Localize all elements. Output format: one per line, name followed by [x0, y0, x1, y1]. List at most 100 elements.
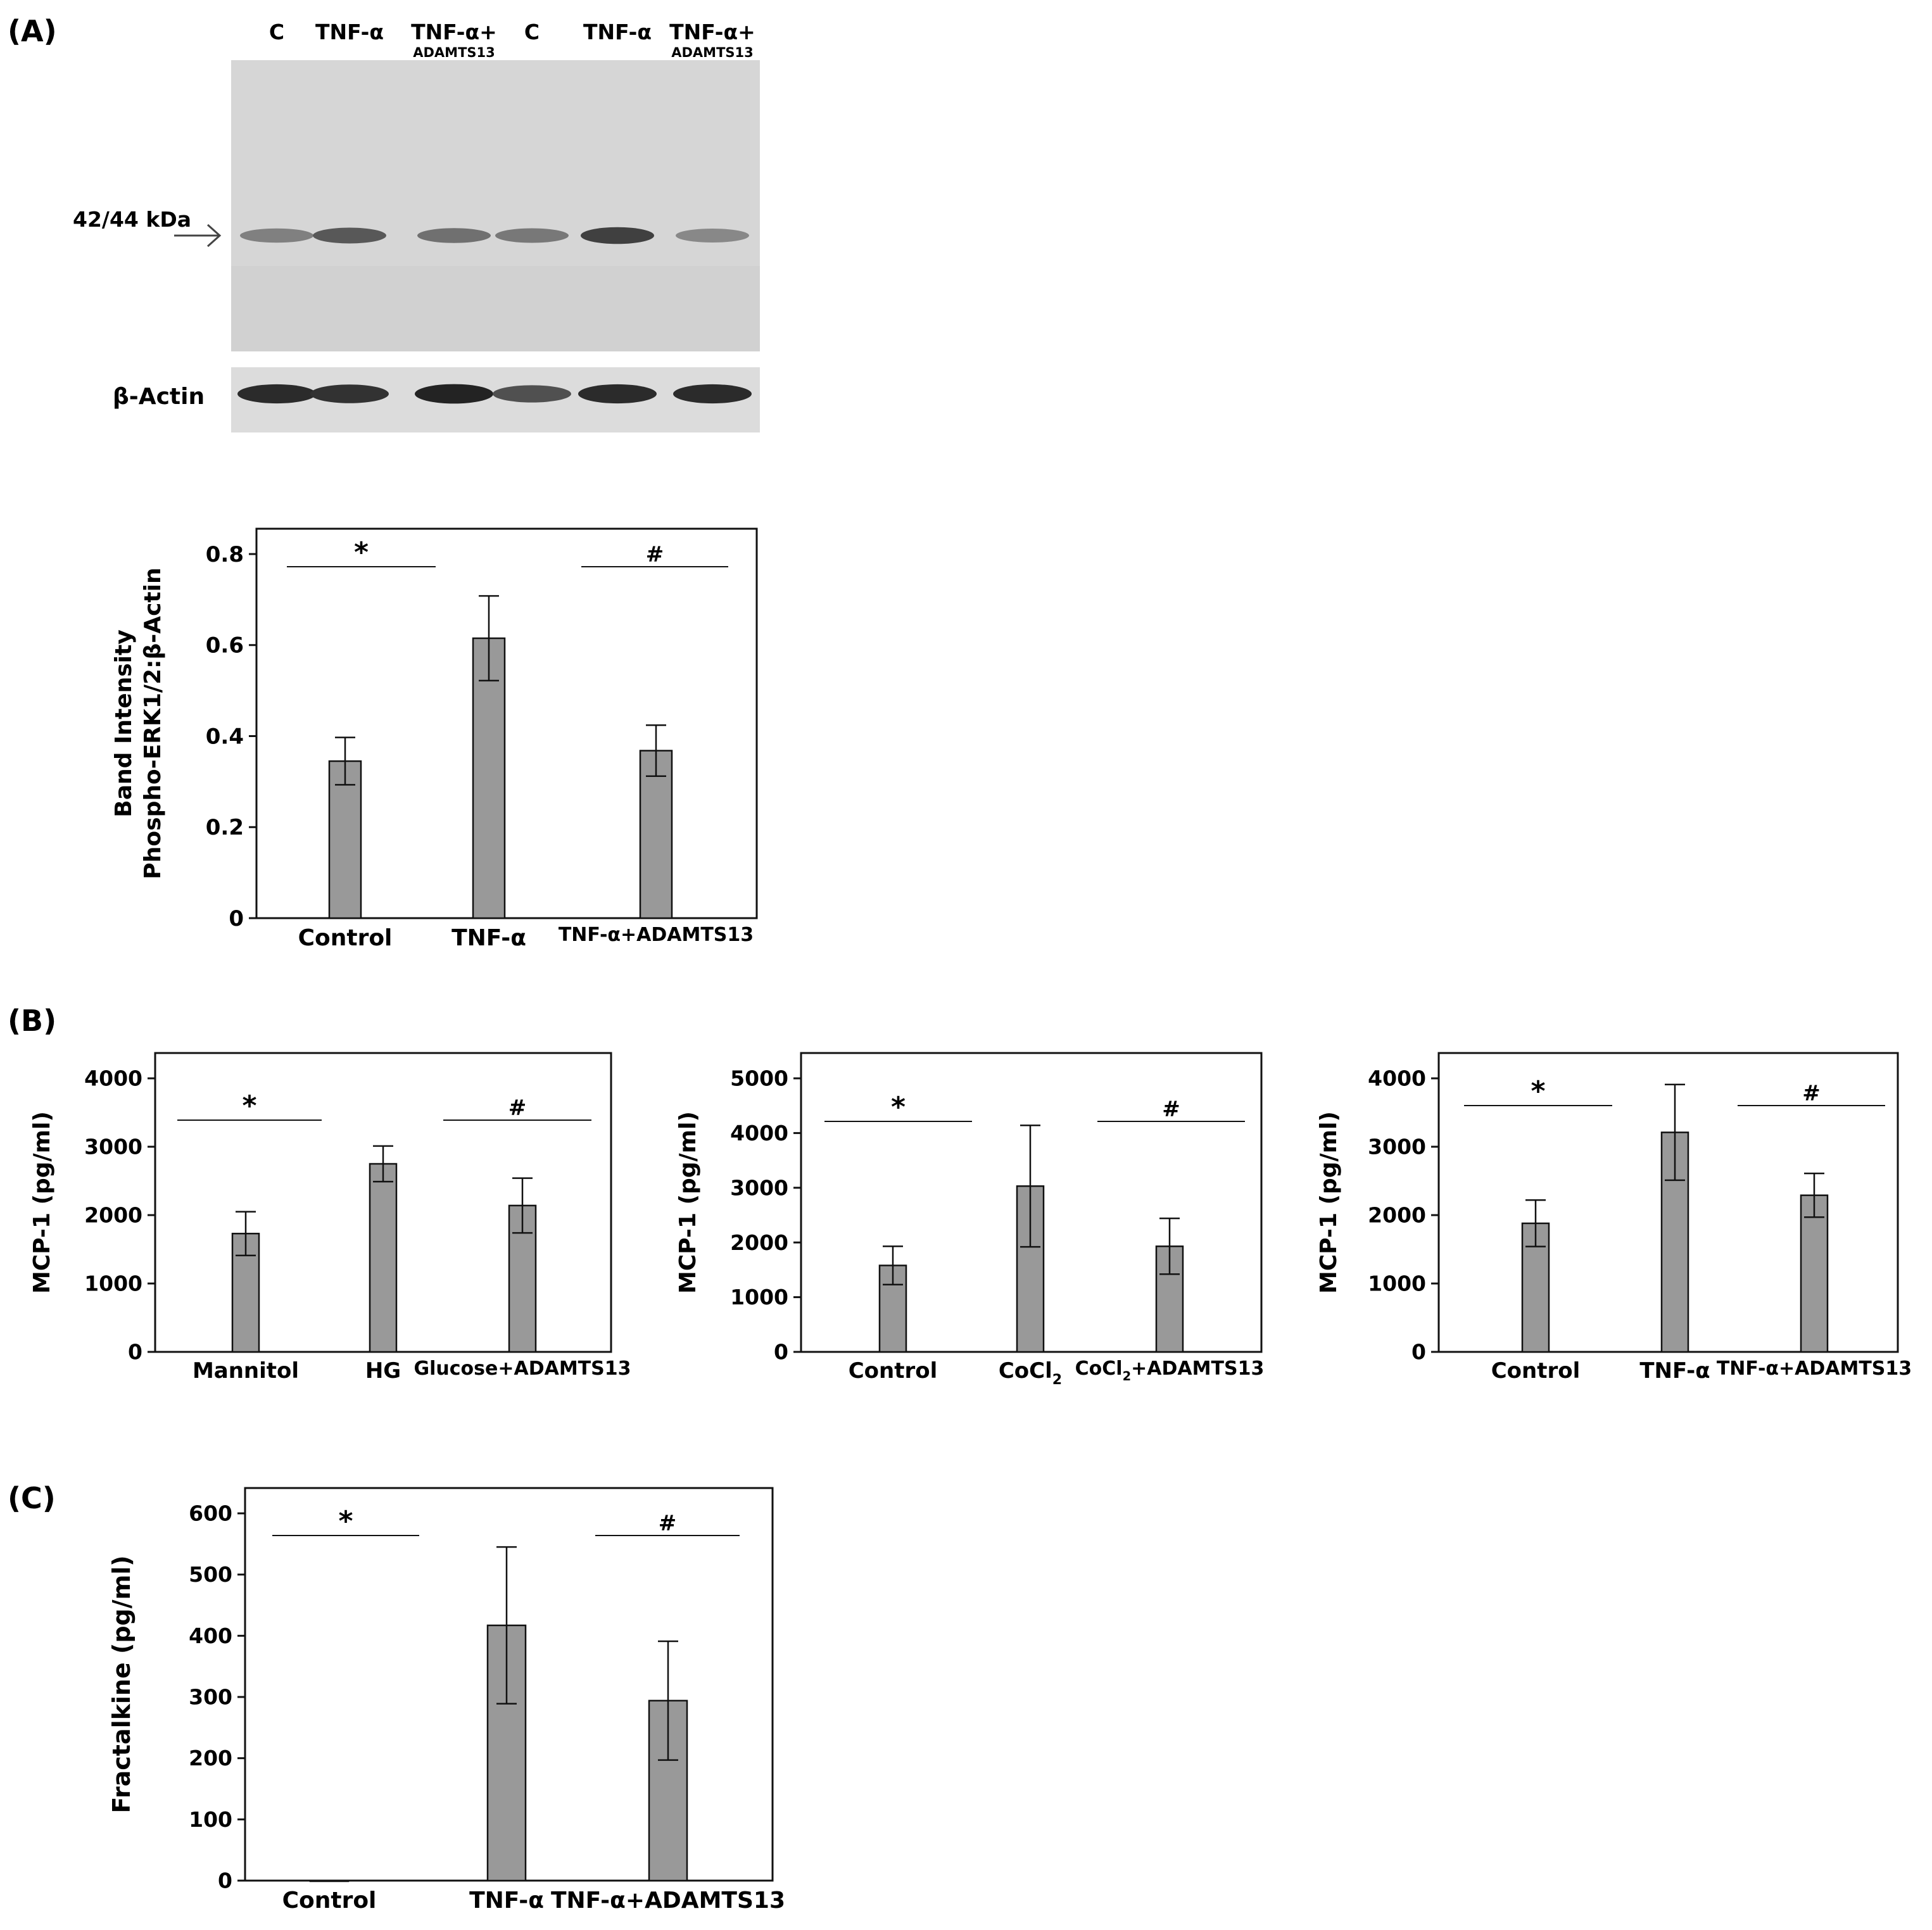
y-axis-label: MCP-1 (pg/ml): [675, 1111, 701, 1294]
significance-marker: *: [354, 536, 369, 569]
actin-membrane: [231, 367, 760, 432]
y-tick-label: 200: [189, 1746, 232, 1770]
y-tick-label: 0.6: [206, 633, 244, 659]
bar-3: [1800, 1194, 1829, 1353]
y-tick-label: 2000: [730, 1230, 788, 1255]
error-bar-3: [1159, 1217, 1180, 1275]
plot-frame: [255, 527, 758, 919]
y-tick-label: 4000: [1368, 1066, 1426, 1091]
significance-marker: #: [659, 1511, 677, 1536]
error-bar-3: [512, 1177, 533, 1234]
error-bar-3: [646, 724, 666, 777]
actin-band-6: [673, 384, 752, 404]
actin-band-2: [310, 384, 389, 403]
error-bar-3: [658, 1640, 678, 1761]
significance-marker: #: [1802, 1081, 1821, 1106]
erk-band-4: [495, 228, 569, 243]
error-bar-3: [1804, 1172, 1824, 1218]
x-tick-label-1: Control: [282, 1888, 377, 1914]
marker-arrow-icon: [174, 224, 222, 248]
x-tick-label-3: TNF-α+ADAMTS13: [1717, 1358, 1912, 1380]
y-tick-label: 4000: [730, 1121, 788, 1145]
x-tick-label-3: Glucose+ADAMTS13: [414, 1358, 631, 1380]
error-bar-1: [236, 1211, 256, 1256]
erk-band-1: [240, 228, 313, 243]
error-bar-1: [883, 1245, 903, 1285]
panel-label-a: (A): [8, 14, 57, 48]
y-tick-label: 400: [189, 1624, 232, 1648]
y-axis-label: Band Intensity: [111, 629, 137, 817]
panel-label-c: (C): [8, 1481, 56, 1515]
error-bar-2: [373, 1145, 393, 1183]
y-tick-label: 0: [1411, 1340, 1426, 1365]
lane-sublabel-6: ADAMTS13: [671, 45, 754, 60]
error-bar-1: [1525, 1199, 1546, 1247]
chart-b1: 0 1000 2000 3000 4000 MCP-1 (pg/ml) Mannitol HG…: [29, 1052, 631, 1384]
x-tick-label-1: Control: [849, 1358, 938, 1384]
marker-label: 42/44 kDa: [73, 207, 191, 232]
lane-label-1: C: [269, 20, 284, 44]
lane-sublabel-3: ADAMTS13: [413, 45, 495, 60]
y-tick-label: 1000: [730, 1285, 788, 1309]
chart-c: 0 100 200 300 400 500 600 Fractalkine (pg/ml) Co…: [108, 1487, 785, 1914]
actin-band-5: [578, 384, 657, 404]
y-tick-label: 3000: [730, 1175, 788, 1200]
x-tick-label-3: TNF-α+ADAMTS13: [559, 924, 754, 946]
chart-b2: 0 1000 2000 3000 4000 5000 MCP-1 (pg/ml) Contro…: [675, 1052, 1265, 1388]
y-tick-label: 500: [189, 1562, 232, 1587]
panel-label-b: (B): [8, 1004, 56, 1038]
y-tick-label: 4000: [84, 1066, 142, 1091]
x-tick-label-1: Control: [298, 925, 393, 951]
significance-marker: *: [891, 1091, 906, 1123]
erk-band-6: [676, 229, 749, 243]
lane-label-4: C: [524, 20, 540, 44]
y-tick-label: 3000: [1368, 1135, 1426, 1159]
x-tick-label-2: TNF-α: [469, 1888, 544, 1914]
y-axis-label: Fractalkine (pg/ml): [108, 1555, 136, 1813]
y-tick-label: 0: [218, 1869, 232, 1893]
lane-label-3: TNF-α+: [411, 20, 497, 44]
erk-band-2: [313, 227, 386, 244]
charts: 0 0.2 0.4 0.6 0.8 Band Intensity Phospho-ERK1/…: [29, 527, 1912, 1914]
significance-marker: *: [338, 1505, 353, 1537]
y-tick-label: 0: [128, 1340, 142, 1365]
x-tick-label-1: Mannitol: [193, 1358, 299, 1384]
x-tick-label-3: TNF-α+ADAMTS13: [551, 1888, 785, 1914]
actin-bands: [237, 384, 752, 404]
x-tick-label-2: TNF-α: [451, 925, 526, 951]
lane-label-2: TNF-α: [315, 20, 384, 44]
y-tick-label: 300: [189, 1685, 232, 1710]
y-axis-label: MCP-1 (pg/ml): [1316, 1111, 1342, 1294]
y-axis-label: Phospho-ERK1/2:β-Actin: [140, 567, 166, 879]
actin-band-1: [237, 384, 316, 404]
bar-2: [369, 1163, 398, 1353]
y-tick-label: 100: [189, 1807, 232, 1832]
significance-marker: #: [508, 1095, 527, 1121]
y-axis-label: MCP-1 (pg/ml): [29, 1111, 55, 1294]
y-tick-label: 1000: [84, 1271, 142, 1296]
y-tick-label: 3000: [84, 1135, 142, 1159]
error-bar-2: [496, 1546, 517, 1705]
y-tick-label: 0.4: [206, 724, 244, 749]
y-tick-label: 2000: [84, 1203, 142, 1228]
blot-lower-smear: [231, 266, 760, 351]
x-tick-label-2: CoCl2: [999, 1358, 1062, 1388]
erk-band-3: [417, 228, 491, 243]
y-tick-label: 0.2: [206, 815, 244, 840]
bar-1: [328, 760, 362, 919]
chart-a: 0 0.2 0.4 0.6 0.8 Band Intensity Phospho-ERK1/…: [111, 527, 758, 951]
significance-marker: #: [646, 542, 664, 567]
y-tick-label: 0.8: [206, 542, 244, 567]
error-bar-2: [1665, 1083, 1685, 1182]
lane-labels: C TNF-α TNF-α+ ADAMTS13 C TNF-α TNF-α+ A…: [269, 20, 755, 60]
y-tick-label: 0: [774, 1340, 788, 1365]
blot-bands: [240, 227, 749, 244]
error-bar-2: [1020, 1125, 1040, 1248]
bar-3: [639, 750, 673, 919]
x-tick-label-1: Control: [1491, 1358, 1581, 1384]
significance-marker: *: [1531, 1075, 1545, 1107]
actin-band-4: [493, 385, 571, 403]
x-tick-label-3: CoCl2+ADAMTS13: [1075, 1358, 1265, 1384]
chart-b3: 0 1000 2000 3000 4000 MCP-1 (pg/ml) Control TNF…: [1316, 1052, 1912, 1384]
